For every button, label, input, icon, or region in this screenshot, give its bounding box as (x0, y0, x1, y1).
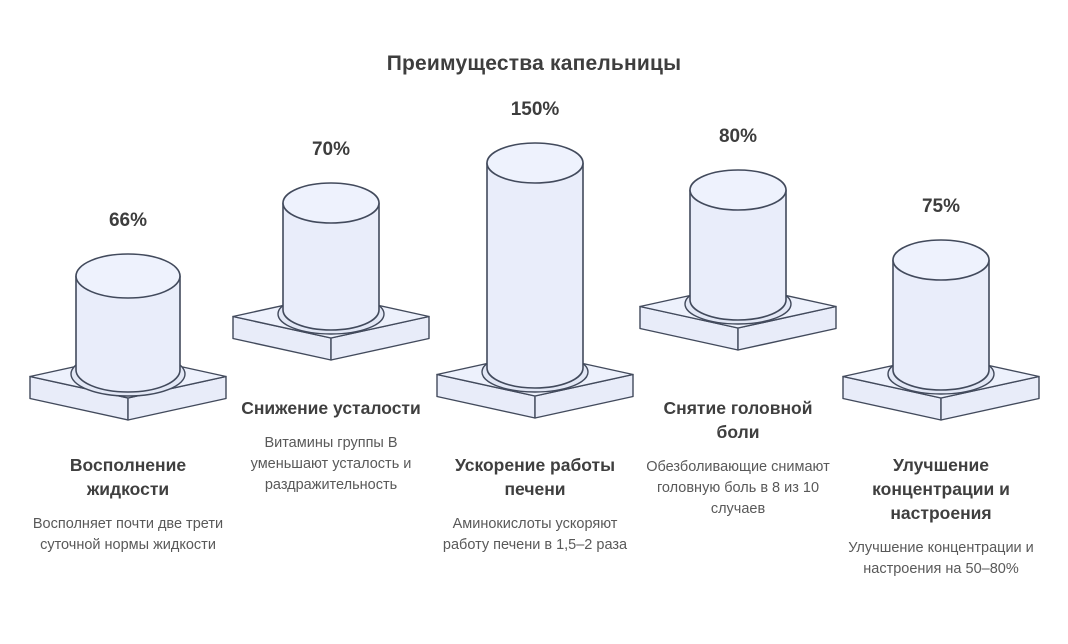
value-label-5: 75% (921, 196, 961, 217)
column-heading: Восполнение жидкости (69, 455, 187, 500)
value-label-4: 80% (718, 126, 758, 147)
column-4: Снятие головной боли Обезболивающие сним… (633, 396, 843, 520)
column-description: Аминокислоты ускоряют работу печени в 1,… (442, 516, 628, 554)
column-2: Снижение усталости Витамины группы В уме… (226, 396, 436, 496)
value-label-2: 70% (311, 139, 351, 160)
column-heading: Снижение усталости (241, 398, 421, 418)
column-heading: Ускорение работы печени (454, 455, 616, 500)
column-heading: Улучшение концентрации и настроения (872, 455, 1010, 524)
column-description: Обезболивающие снимают головную боль в 8… (646, 459, 830, 518)
chart-title: Преимущества капельницы (386, 52, 682, 75)
value-label-1: 66% (108, 210, 148, 231)
column-heading: Снятие головной боли (663, 398, 813, 443)
column-3: Ускорение работы печени Аминокислоты уск… (430, 453, 640, 556)
column-description: Улучшение концентрации и настроения на 5… (848, 540, 1034, 578)
column-1: Восполнение жидкости Восполняет почти дв… (23, 453, 233, 556)
column-description: Витамины группы В уменьшают усталость и … (250, 435, 412, 494)
column-description: Восполняет почти две трети суточной норм… (32, 516, 224, 554)
value-label-3: 150% (510, 99, 560, 120)
column-5: Улучшение концентрации и настроения Улуч… (836, 453, 1046, 580)
